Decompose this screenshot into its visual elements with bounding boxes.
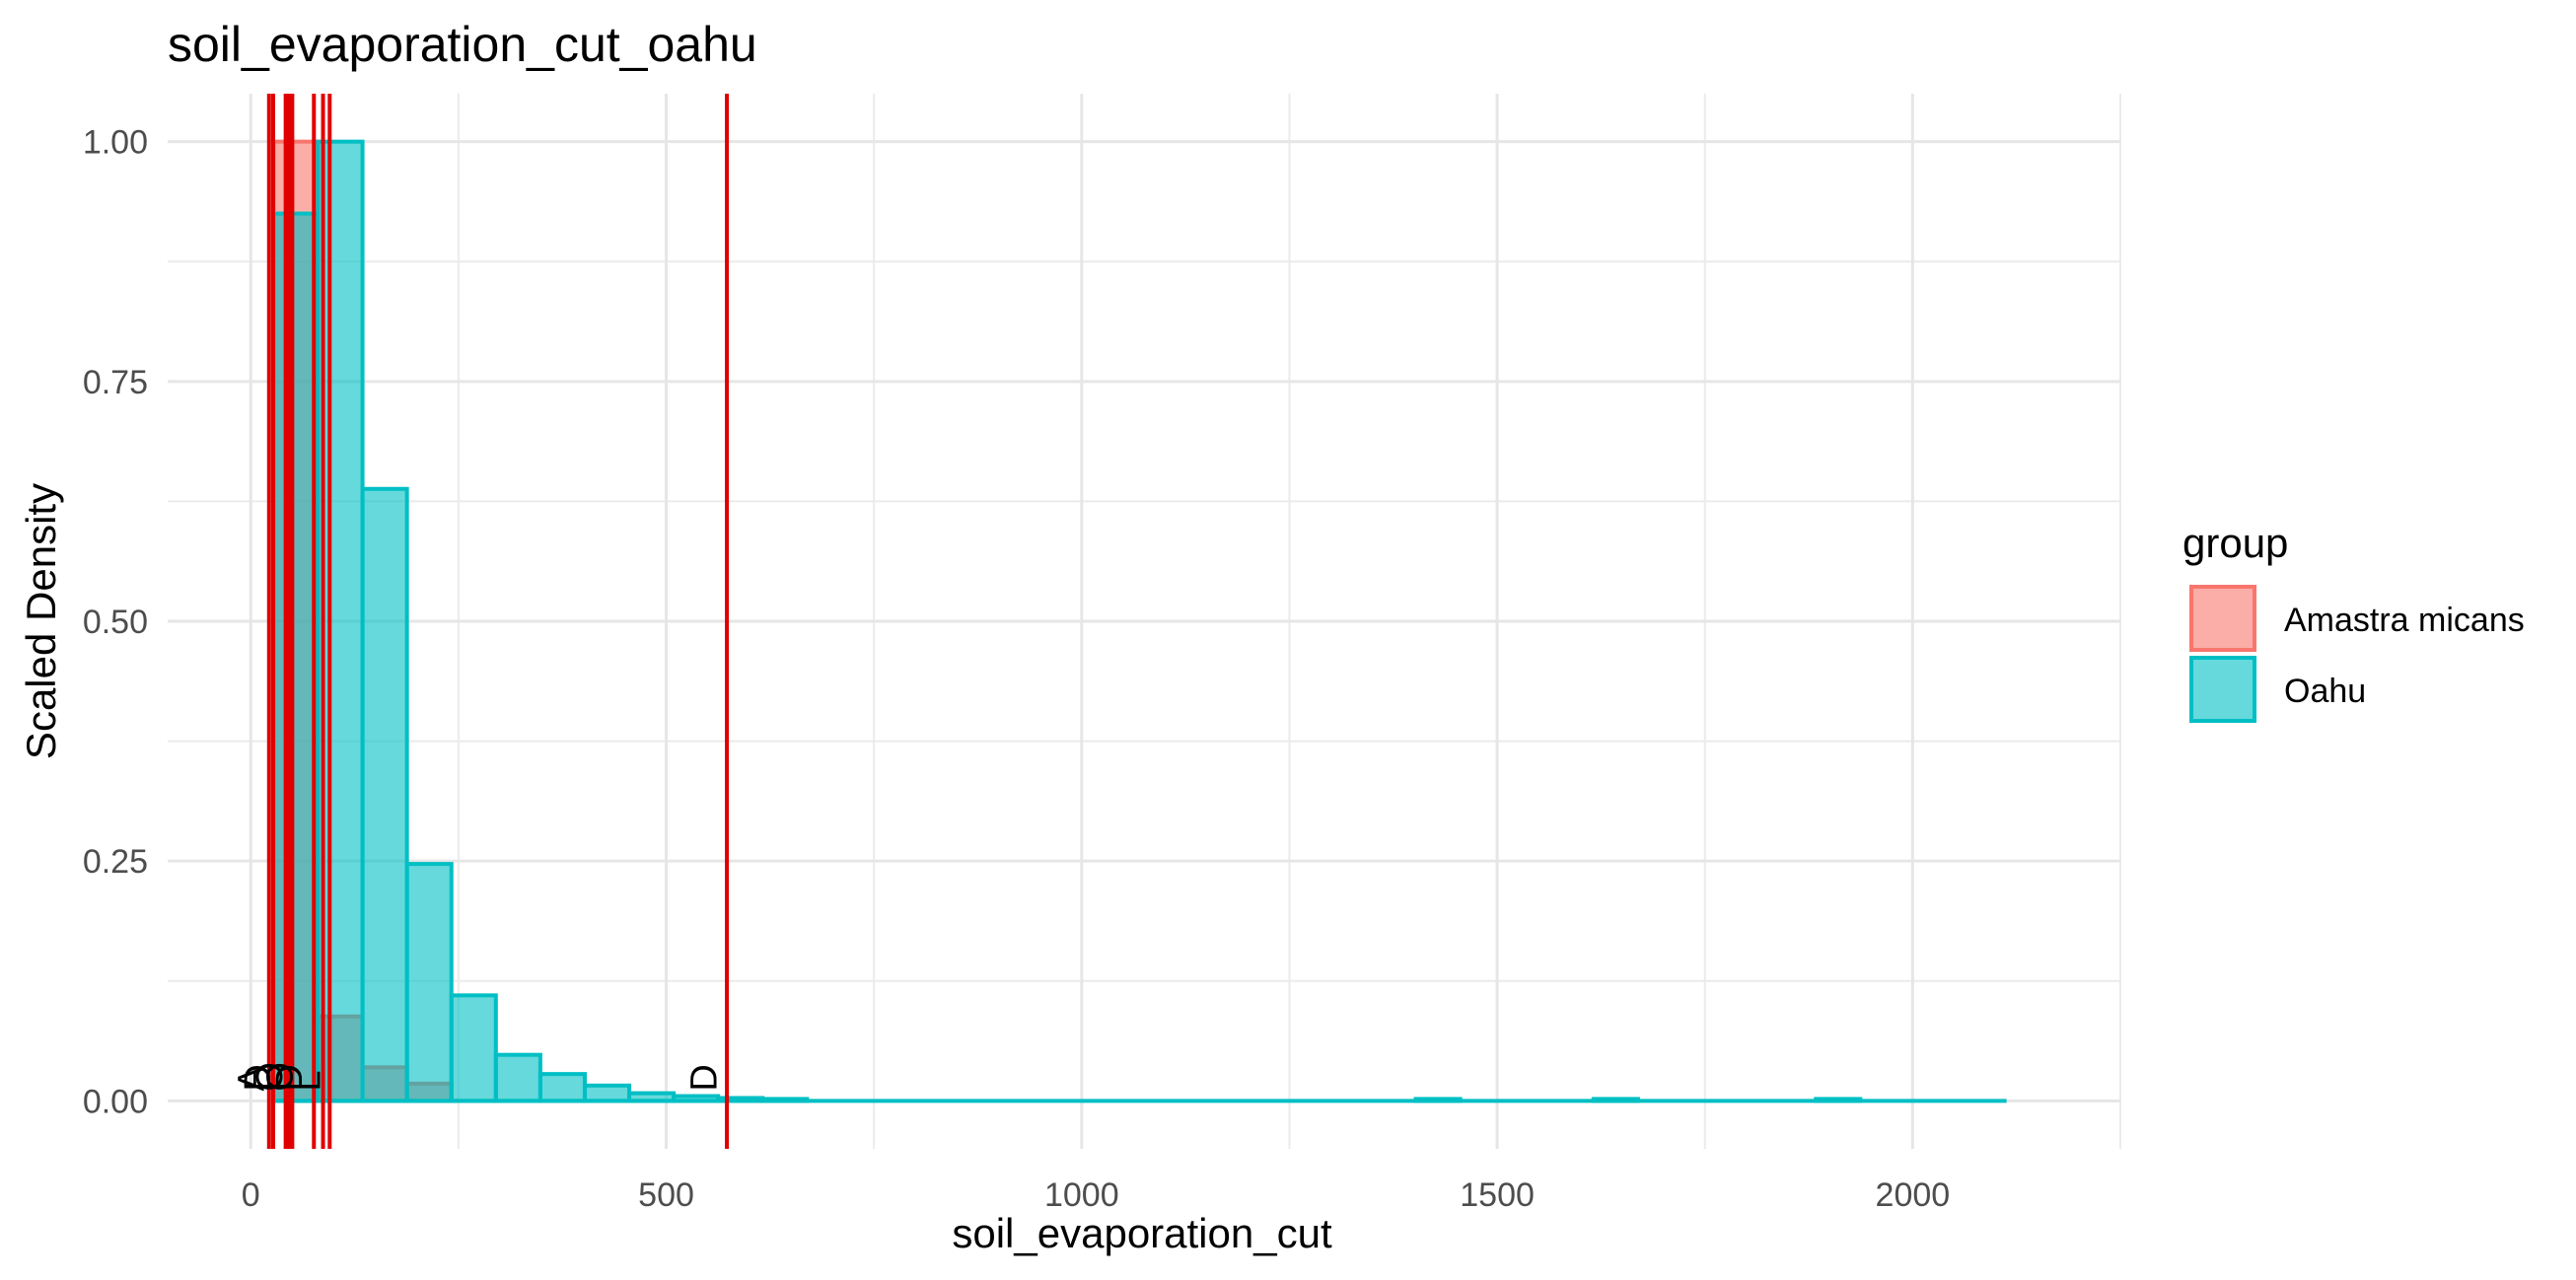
histogram-bar xyxy=(1413,1097,1463,1103)
legend-swatch xyxy=(2189,585,2256,652)
vlines-layer xyxy=(266,94,730,1149)
y-tick-label: 0.25 xyxy=(83,843,148,881)
histogram-bar xyxy=(316,139,365,1103)
vline-annotation: O xyxy=(250,1062,291,1092)
histogram-bar xyxy=(760,1097,810,1103)
chart-title: soil_evaporation_cut_oahu xyxy=(168,17,757,72)
histogram-bar xyxy=(627,1091,677,1103)
bars-layer xyxy=(271,139,2007,1103)
x-tick-label: 2000 xyxy=(1876,1176,1951,1214)
vline-annotation: D xyxy=(269,1064,311,1091)
histogram-bar xyxy=(493,1052,542,1103)
axis-layer: 0 500 1000 1500 2000 0.00 0.25 0.50 0.75 1.00 xyxy=(83,124,1950,1214)
y-axis-label: Scaled Density xyxy=(18,483,64,759)
grid-layer xyxy=(168,94,2121,1149)
legend-title: group xyxy=(2182,520,2288,566)
x-axis-label: soil_evaporation_cut xyxy=(952,1210,1332,1256)
legend-entries: Amastra micans Oahu xyxy=(2189,585,2525,723)
legend-label: Amastra micans xyxy=(2284,602,2525,639)
x-tick-label: 0 xyxy=(242,1176,260,1214)
vline-annotation: D xyxy=(683,1064,725,1091)
y-tick-label: 0.00 xyxy=(83,1083,148,1120)
histogram-bar xyxy=(672,1094,721,1103)
histogram-bar xyxy=(537,1072,587,1103)
histogram-bar xyxy=(404,862,454,1103)
legend-label: Oahu xyxy=(2284,673,2366,710)
histogram-bar xyxy=(716,1096,765,1103)
histogram-bar xyxy=(449,993,498,1103)
series-oahu xyxy=(271,139,2007,1103)
histogram-bar xyxy=(360,486,409,1103)
y-tick-label: 0.75 xyxy=(83,364,148,401)
vline-annotation: L xyxy=(288,1070,329,1091)
legend-swatch xyxy=(2189,656,2256,723)
vline-annotation: O xyxy=(260,1062,302,1092)
histogram-bar xyxy=(1591,1097,1640,1103)
x-tick-label: 500 xyxy=(638,1176,694,1214)
histogram-bar xyxy=(271,211,321,1103)
histogram-bar xyxy=(1814,1097,1863,1103)
x-tick-label: 1000 xyxy=(1044,1176,1119,1214)
y-tick-label: 0.50 xyxy=(83,604,148,641)
x-tick-label: 1500 xyxy=(1460,1176,1535,1214)
histogram-bar xyxy=(582,1083,632,1103)
legend: group Amastra micans Oahu xyxy=(2182,520,2525,723)
vline-annotation: A xyxy=(231,1066,272,1092)
y-tick-label: 1.00 xyxy=(83,124,148,162)
vline-annotation: D xyxy=(238,1064,279,1091)
